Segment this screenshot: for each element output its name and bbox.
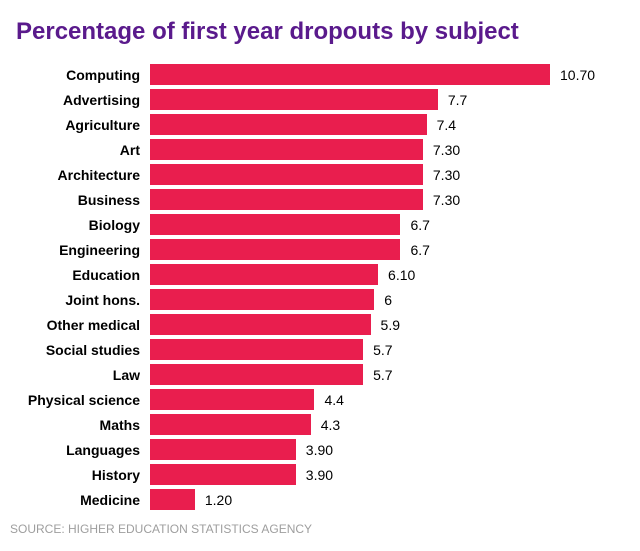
chart-row: Social studies 5.7 xyxy=(10,337,620,362)
category-label: Architecture xyxy=(10,167,150,183)
value-label: 6 xyxy=(374,292,392,308)
bar xyxy=(150,314,371,335)
category-label: Computing xyxy=(10,67,150,83)
bar-area: 1.20 xyxy=(150,487,620,512)
value-label: 7.30 xyxy=(423,167,460,183)
chart-row: History 3.90 xyxy=(10,462,620,487)
value-label: 6.10 xyxy=(378,267,415,283)
category-label: Art xyxy=(10,142,150,158)
value-label: 5.7 xyxy=(363,342,392,358)
bar-area: 6 xyxy=(150,287,620,312)
bar xyxy=(150,214,400,235)
bar xyxy=(150,264,378,285)
chart-row: Medicine 1.20 xyxy=(10,487,620,512)
bar xyxy=(150,239,400,260)
bar xyxy=(150,164,423,185)
value-label: 7.7 xyxy=(438,92,467,108)
category-label: Engineering xyxy=(10,242,150,258)
bar-area: 5.7 xyxy=(150,337,620,362)
category-label: Social studies xyxy=(10,342,150,358)
bar xyxy=(150,389,314,410)
chart-row: Biology 6.7 xyxy=(10,212,620,237)
source-attribution: SOURCE: HIGHER EDUCATION STATISTICS AGEN… xyxy=(10,522,620,536)
chart-row: Architecture 7.30 xyxy=(10,162,620,187)
bar-chart: Computing 10.70 Advertising 7.7 Agriculture 7… xyxy=(10,62,620,512)
bar-area: 7.4 xyxy=(150,112,620,137)
category-label: Medicine xyxy=(10,492,150,508)
bar-area: 6.7 xyxy=(150,237,620,262)
value-label: 7.4 xyxy=(427,117,456,133)
chart-row: Art 7.30 xyxy=(10,137,620,162)
bar xyxy=(150,64,550,85)
bar xyxy=(150,189,423,210)
bar xyxy=(150,464,296,485)
value-label: 10.70 xyxy=(550,67,595,83)
category-label: Physical science xyxy=(10,392,150,408)
category-label: Agriculture xyxy=(10,117,150,133)
bar-area: 3.90 xyxy=(150,462,620,487)
chart-row: Other medical 5.9 xyxy=(10,312,620,337)
bar-area: 6.10 xyxy=(150,262,620,287)
bar-area: 4.3 xyxy=(150,412,620,437)
chart-row: Law 5.7 xyxy=(10,362,620,387)
bar-area: 5.7 xyxy=(150,362,620,387)
category-label: Joint hons. xyxy=(10,292,150,308)
bar xyxy=(150,89,438,110)
chart-row: Physical science 4.4 xyxy=(10,387,620,412)
value-label: 6.7 xyxy=(400,217,429,233)
category-label: Biology xyxy=(10,217,150,233)
chart-row: Maths 4.3 xyxy=(10,412,620,437)
category-label: Languages xyxy=(10,442,150,458)
chart-row: Engineering 6.7 xyxy=(10,237,620,262)
value-label: 3.90 xyxy=(296,442,333,458)
bar-area: 4.4 xyxy=(150,387,620,412)
value-label: 7.30 xyxy=(423,142,460,158)
chart-row: Joint hons. 6 xyxy=(10,287,620,312)
bar xyxy=(150,364,363,385)
chart-row: Advertising 7.7 xyxy=(10,87,620,112)
value-label: 4.3 xyxy=(311,417,340,433)
chart-row: Agriculture 7.4 xyxy=(10,112,620,137)
chart-row: Education 6.10 xyxy=(10,262,620,287)
bar-area: 7.30 xyxy=(150,187,620,212)
value-label: 5.7 xyxy=(363,367,392,383)
bar-area: 10.70 xyxy=(150,62,620,87)
bar xyxy=(150,414,311,435)
bar-area: 7.30 xyxy=(150,137,620,162)
value-label: 7.30 xyxy=(423,192,460,208)
bar xyxy=(150,339,363,360)
bar xyxy=(150,439,296,460)
bar xyxy=(150,139,423,160)
bar-area: 7.7 xyxy=(150,87,620,112)
category-label: Education xyxy=(10,267,150,283)
category-label: Advertising xyxy=(10,92,150,108)
value-label: 4.4 xyxy=(314,392,343,408)
chart-row: Languages 3.90 xyxy=(10,437,620,462)
bar xyxy=(150,489,195,510)
bar-area: 3.90 xyxy=(150,437,620,462)
chart-row: Business 7.30 xyxy=(10,187,620,212)
value-label: 3.90 xyxy=(296,467,333,483)
category-label: Other medical xyxy=(10,317,150,333)
category-label: History xyxy=(10,467,150,483)
value-label: 1.20 xyxy=(195,492,232,508)
bar-area: 6.7 xyxy=(150,212,620,237)
category-label: Maths xyxy=(10,417,150,433)
value-label: 5.9 xyxy=(371,317,400,333)
bar-area: 5.9 xyxy=(150,312,620,337)
bar-area: 7.30 xyxy=(150,162,620,187)
category-label: Business xyxy=(10,192,150,208)
chart-row: Computing 10.70 xyxy=(10,62,620,87)
bar xyxy=(150,114,427,135)
value-label: 6.7 xyxy=(400,242,429,258)
category-label: Law xyxy=(10,367,150,383)
chart-title: Percentage of first year dropouts by sub… xyxy=(10,18,620,46)
bar xyxy=(150,289,374,310)
